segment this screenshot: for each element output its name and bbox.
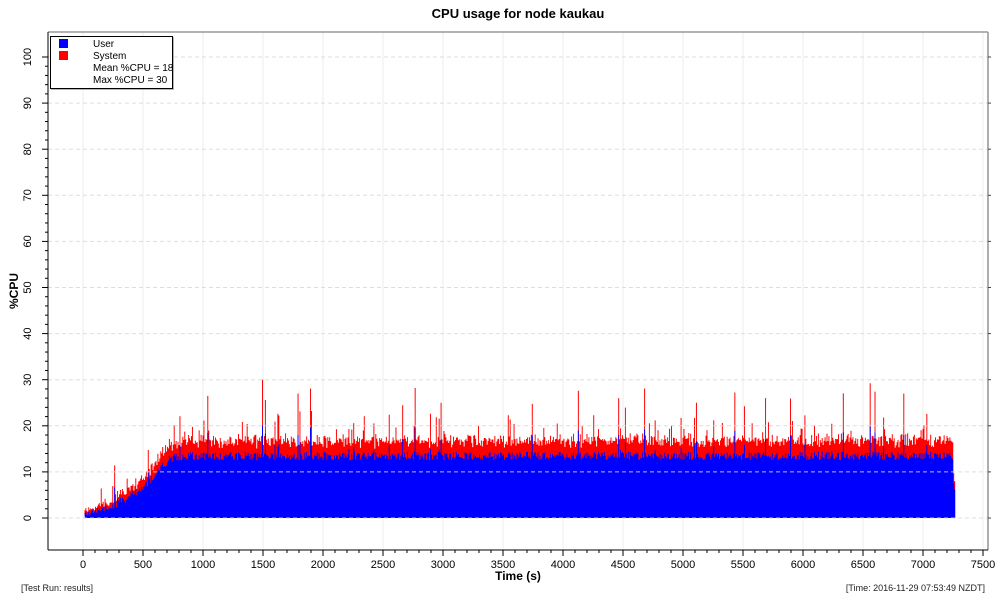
legend-label-user: User [93,39,115,50]
legend-stat-max: Max %CPU = 30 [93,75,168,86]
y-tick-label: 30 [22,374,34,386]
x-axis-title: Time (s) [495,569,541,583]
x-tick-label: 2500 [371,559,395,571]
x-tick-label: 6500 [851,559,875,571]
x-tick-label: 1000 [191,559,215,571]
x-tick-label: 7000 [911,559,935,571]
legend-box: User System Mean %CPU = 18 Max %CPU = 30 [50,36,173,89]
x-tick-label: 1500 [251,559,275,571]
x-tick-label: 5000 [671,559,695,571]
y-tick-label: 50 [22,281,34,293]
x-tick-label: 2000 [311,559,335,571]
timestamp-label: [Time: 2016-11-29 07:53:49 NZDT] [845,583,985,593]
y-tick-label: 70 [22,189,34,201]
legend-item-system: System [51,51,172,63]
legend-stat-mean: Mean %CPU = 18 [93,63,174,74]
test-run-label: [Test Run: results] [21,583,94,593]
y-tick-label: 90 [22,97,34,109]
y-tick-label: 100 [22,48,34,66]
y-tick-label: 0 [22,515,34,521]
y-tick-label: 60 [22,235,34,247]
system-series-swatch-icon [59,51,68,60]
user-series-swatch-icon [59,39,68,48]
x-tick-label: 3500 [491,559,515,571]
legend-item-user: User [51,39,172,51]
y-tick-label: 40 [22,327,34,339]
x-tick-label: 3000 [431,559,455,571]
y-tick-label: 10 [22,466,34,478]
y-axis-title: %CPU [7,273,21,310]
x-tick-label: 500 [134,559,152,571]
x-tick-label: 0 [80,559,86,571]
x-tick-label: 4500 [611,559,635,571]
chart-title: CPU usage for node kaukau [431,6,605,21]
y-tick-label: 80 [22,143,34,155]
legend-label-system: System [93,51,127,62]
y-tick-label: 20 [22,420,34,432]
x-tick-label: 5500 [731,559,755,571]
x-tick-label: 6000 [791,559,815,571]
x-tick-label: 4000 [551,559,575,571]
x-tick-label: 7500 [971,559,995,571]
